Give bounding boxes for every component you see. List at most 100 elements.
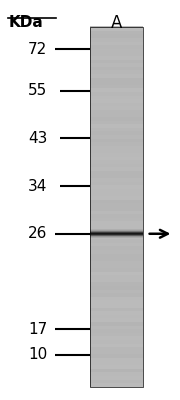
Bar — [90, 170, 143, 174]
Bar — [90, 372, 143, 376]
Bar — [90, 163, 143, 168]
Bar — [90, 229, 143, 230]
Text: 10: 10 — [28, 348, 48, 362]
Bar — [90, 328, 143, 333]
Text: 43: 43 — [28, 131, 48, 146]
Bar — [90, 192, 143, 196]
Bar — [90, 102, 143, 106]
Bar — [90, 289, 143, 293]
Bar — [90, 236, 143, 237]
Bar — [90, 364, 143, 369]
Bar — [90, 236, 143, 237]
Bar — [90, 73, 143, 78]
Bar — [90, 354, 143, 358]
Bar — [90, 343, 143, 347]
Bar — [90, 113, 143, 117]
Bar — [90, 116, 143, 121]
Bar — [90, 210, 143, 214]
Bar — [90, 70, 143, 74]
Bar — [90, 234, 143, 235]
Bar — [90, 181, 143, 185]
Bar — [90, 230, 143, 231]
Bar — [90, 231, 143, 232]
Text: KDa: KDa — [8, 15, 43, 30]
Bar — [90, 202, 143, 207]
Bar — [90, 229, 143, 230]
Bar — [90, 339, 143, 344]
Bar — [90, 149, 143, 153]
Bar — [90, 256, 143, 261]
Bar — [90, 237, 143, 238]
Bar — [90, 233, 143, 234]
Bar — [90, 332, 143, 336]
Bar — [90, 238, 143, 243]
Bar — [90, 167, 143, 171]
Bar — [90, 230, 143, 231]
Bar — [90, 246, 143, 250]
Text: A: A — [111, 14, 122, 32]
Bar — [90, 235, 143, 236]
Bar — [90, 66, 143, 70]
Bar — [90, 88, 143, 92]
Bar — [90, 234, 143, 235]
Text: 34: 34 — [28, 178, 48, 194]
Bar — [90, 368, 143, 372]
Bar — [90, 98, 143, 103]
Bar — [90, 41, 143, 45]
Bar — [90, 232, 143, 233]
Text: 72: 72 — [28, 42, 48, 56]
Bar — [90, 232, 143, 233]
Bar — [90, 91, 143, 96]
Bar — [90, 318, 143, 322]
Text: 26: 26 — [28, 226, 48, 241]
Bar — [90, 229, 143, 230]
Bar — [90, 350, 143, 354]
Bar — [90, 336, 143, 340]
Bar — [90, 48, 143, 52]
Bar — [90, 217, 143, 221]
Bar — [90, 106, 143, 110]
Bar — [90, 303, 143, 308]
Bar — [90, 379, 143, 383]
Bar — [90, 361, 143, 365]
Bar — [90, 80, 143, 85]
Bar — [90, 321, 143, 326]
Bar — [90, 325, 143, 329]
Bar — [90, 152, 143, 157]
Bar — [90, 234, 143, 235]
Bar — [90, 346, 143, 351]
Bar — [90, 242, 143, 246]
Bar — [90, 296, 143, 300]
Bar — [90, 236, 143, 237]
Bar — [90, 237, 143, 238]
Bar — [90, 142, 143, 146]
Bar — [90, 37, 143, 42]
Bar — [90, 310, 143, 315]
Bar — [90, 213, 143, 218]
Bar — [90, 145, 143, 150]
Bar — [90, 233, 143, 234]
Bar — [90, 109, 143, 114]
Bar — [90, 77, 143, 81]
Bar — [90, 237, 143, 238]
Bar — [90, 237, 143, 238]
Bar — [90, 233, 143, 234]
Bar — [90, 292, 143, 297]
Bar — [90, 233, 143, 234]
Bar — [90, 138, 143, 142]
Bar — [90, 232, 143, 233]
Bar — [90, 231, 143, 236]
Bar — [90, 228, 143, 232]
Bar — [90, 34, 143, 38]
Bar — [90, 232, 143, 233]
Bar — [90, 55, 143, 60]
Bar — [90, 278, 143, 282]
Bar — [90, 156, 143, 160]
Bar — [90, 131, 143, 135]
Bar — [90, 282, 143, 286]
Bar — [90, 95, 143, 99]
Bar — [90, 307, 143, 311]
Bar — [90, 199, 143, 203]
Bar — [90, 184, 143, 189]
Bar — [90, 235, 143, 236]
